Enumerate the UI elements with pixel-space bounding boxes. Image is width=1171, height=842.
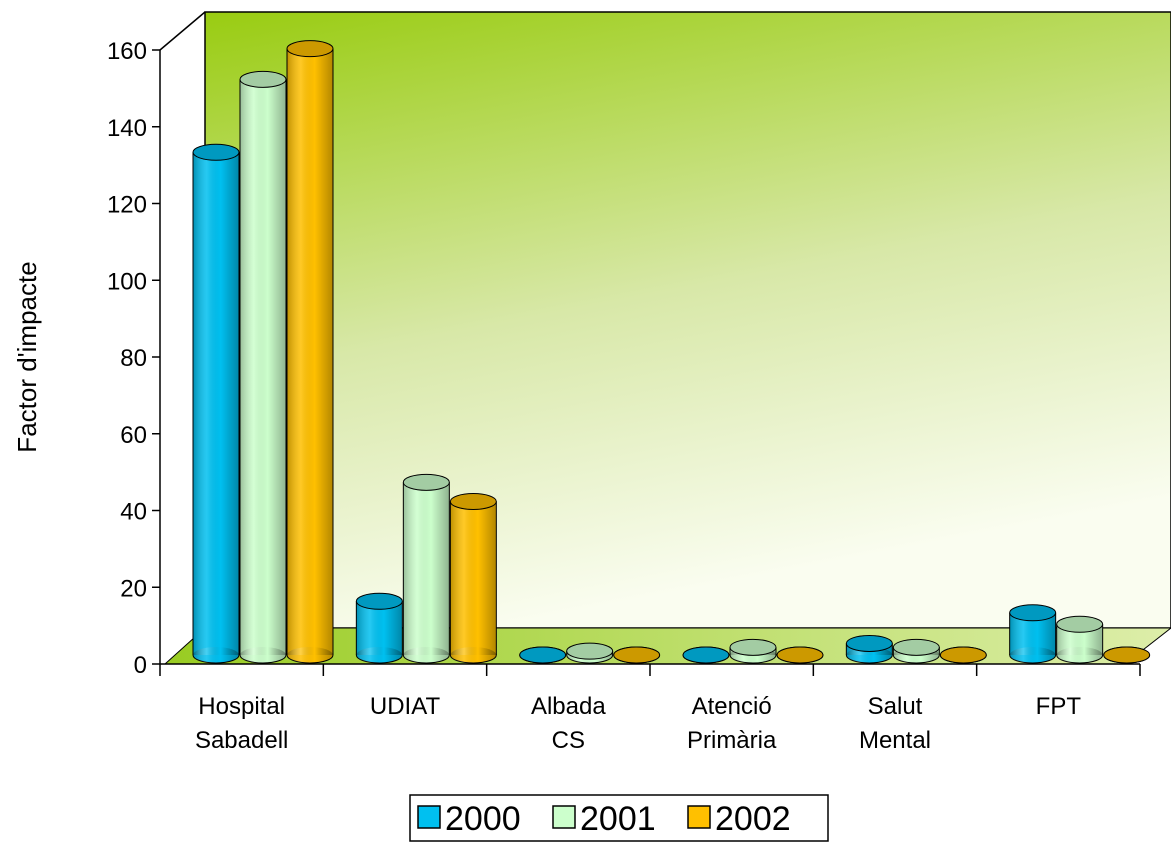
bar-top (1009, 604, 1057, 622)
legend-swatch (687, 805, 711, 829)
bar-top-shade (1056, 616, 1103, 633)
legend-label: 2001 (580, 800, 656, 838)
x-tick-label: Atenció Primària (687, 693, 777, 754)
bar-bottom-shade (240, 647, 286, 663)
bar-top (729, 638, 777, 656)
y-tick-label: 100 (107, 268, 147, 295)
y-tick-label: 140 (107, 115, 147, 142)
bar-top-shade (450, 493, 497, 510)
bar-top-shade (846, 635, 893, 652)
bar-top-shade (683, 647, 729, 663)
legend-label: 2000 (445, 800, 521, 838)
bar-shade (450, 501, 497, 655)
bar (402, 473, 450, 664)
y-tick-label: 120 (107, 192, 147, 219)
x-tick-label: Albada CS (531, 693, 606, 754)
bar (939, 646, 987, 664)
bar-shade (240, 79, 286, 655)
bar-top-shade (519, 647, 566, 663)
y-tick-label: 0 (134, 652, 147, 679)
bar-bottom-shade (1056, 647, 1103, 663)
bar-top (192, 143, 240, 161)
y-tick-label: 20 (120, 575, 147, 602)
y-tick-label: 40 (120, 499, 147, 526)
bar (845, 634, 893, 664)
y-tick-label: 160 (107, 38, 147, 65)
bar-top-shade (403, 474, 450, 491)
x-tick-label: UDIAT (370, 693, 441, 720)
bar-top (239, 70, 287, 88)
bar-top (449, 493, 497, 510)
bar-bottom-shade (356, 647, 403, 663)
legend-swatch (552, 805, 576, 829)
bar-top (613, 646, 661, 664)
y-tick-label: 80 (120, 345, 147, 372)
bar-top-shade (1009, 604, 1056, 621)
bar-top-shade (1103, 647, 1150, 663)
bar-top-shade (240, 71, 286, 88)
bar-top-shade (566, 643, 613, 660)
bar-bottom-shade (287, 647, 333, 663)
y-axis-title: Factor d'impacte (12, 261, 42, 452)
bar (613, 646, 661, 664)
back-wall (204, 11, 1171, 629)
bar-bottom-shade (1009, 647, 1056, 663)
bar (729, 638, 777, 664)
legend-label: 2002 (715, 800, 791, 838)
legend-swatch (417, 805, 441, 829)
bar-top (892, 638, 940, 656)
bar-top-shade (287, 40, 333, 57)
bar-top (939, 646, 987, 664)
bar-top-shade (613, 647, 660, 663)
bar (1009, 604, 1057, 664)
bar (892, 638, 940, 664)
y-tick-label: 60 (120, 422, 147, 449)
bar-top-shade (893, 639, 940, 656)
bar-top (1056, 615, 1104, 633)
x-tick-label: Salut Mental (859, 693, 931, 754)
wall-edge (159, 11, 206, 51)
bar (566, 642, 614, 664)
bar-bottom-shade (193, 647, 239, 663)
bar-shade (193, 152, 239, 655)
bar (682, 646, 730, 664)
bar-bottom-shade (450, 647, 497, 663)
bar-top (776, 646, 824, 664)
bar-top-shade (940, 647, 987, 663)
bar-top (682, 646, 730, 664)
bar (449, 493, 497, 664)
x-tick-label: FPT (1036, 693, 1082, 720)
bar-shade (403, 482, 450, 655)
bar-top (355, 592, 403, 610)
legend (409, 794, 829, 842)
bar-top (402, 473, 450, 491)
bar-shade (356, 601, 403, 655)
bar-top (566, 642, 614, 660)
bar (1103, 646, 1151, 664)
bar-bottom-shade (846, 647, 893, 663)
bar-shade (287, 48, 333, 656)
bar-top-shade (730, 639, 776, 656)
bar (192, 143, 240, 664)
bar-top-shade (193, 144, 239, 161)
x-tick-label: Hospital Sabadell (195, 693, 288, 754)
bar-top-shade (777, 647, 823, 663)
bar-top (845, 634, 893, 652)
bar (286, 40, 334, 664)
bar (355, 592, 403, 664)
bar (519, 646, 567, 664)
bar-top (519, 646, 567, 664)
bar (776, 646, 824, 664)
bar (1056, 615, 1104, 664)
bar-top (286, 40, 334, 58)
bar-top-shade (356, 593, 403, 610)
bar-bottom-shade (403, 647, 450, 663)
bar (239, 70, 287, 664)
bar-top (1103, 646, 1151, 664)
